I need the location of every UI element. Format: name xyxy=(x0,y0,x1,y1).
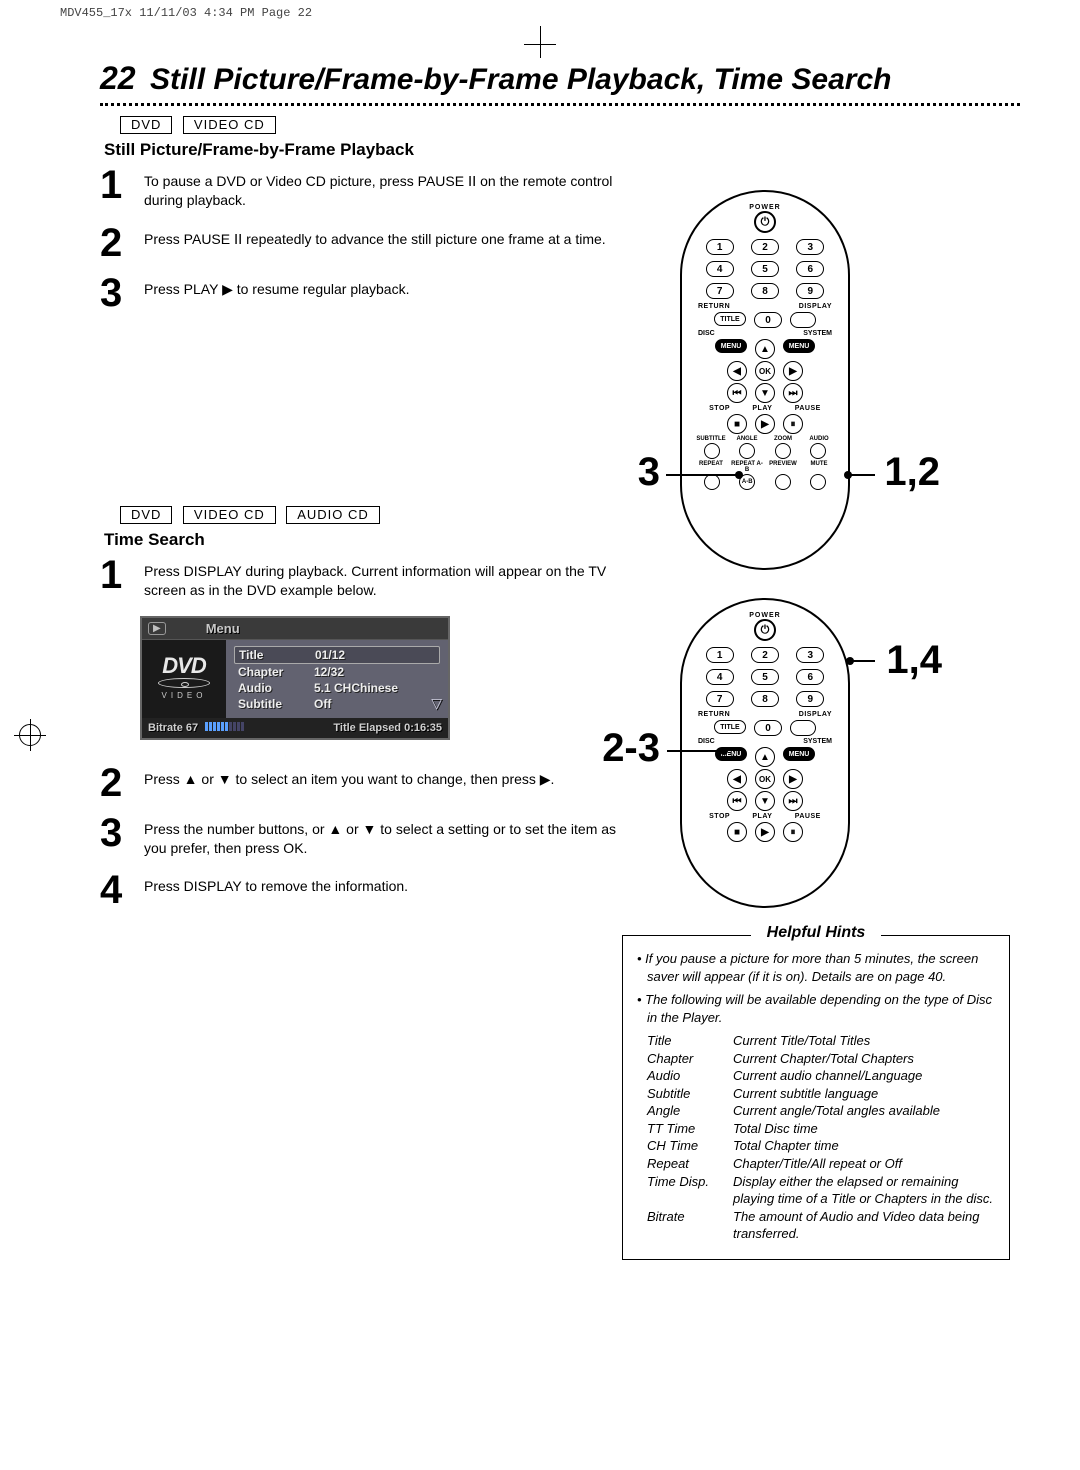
print-header: MDV455_17x 11/11/03 4:34 PM Page 22 xyxy=(0,0,1080,20)
step: 3 Press PLAY ▶ to resume regular playbac… xyxy=(100,276,640,310)
section1-title: Still Picture/Frame-by-Frame Playback xyxy=(104,140,640,160)
hints-table: TitleCurrent Title/Total Titles ChapterC… xyxy=(647,1032,995,1243)
step: 2 Press PAUSE ⅠⅠ repeatedly to advance t… xyxy=(100,226,640,260)
step-text: Press PLAY ▶ to resume regular playback. xyxy=(144,276,409,310)
step-number: 4 xyxy=(100,873,130,907)
badge-audio-cd: AUDIO CD xyxy=(286,506,380,524)
hints-title: Helpful Hints xyxy=(751,924,881,942)
leader-line xyxy=(667,750,727,752)
page-number: 22 xyxy=(100,60,136,97)
badge-video-cd: VIDEO CD xyxy=(183,506,276,524)
osd-elapsed: Title Elapsed 0:16:35 xyxy=(333,722,442,734)
section2-title: Time Search xyxy=(104,530,640,550)
osd-bitrate: Bitrate 67 xyxy=(148,722,245,734)
step-text: Press the number buttons, or ▲ or ▼ to s… xyxy=(144,816,640,858)
step: 2 Press ▲ or ▼ to select an item you wan… xyxy=(100,766,640,800)
step-text: To pause a DVD or Video CD picture, pres… xyxy=(144,168,640,210)
step: 3 Press the number buttons, or ▲ or ▼ to… xyxy=(100,816,640,858)
step: 4 Press DISPLAY to remove the informatio… xyxy=(100,873,640,907)
badge-video-cd: VIDEO CD xyxy=(183,116,276,134)
step-number: 3 xyxy=(100,276,130,310)
osd-row-title: Title01/12 xyxy=(234,646,440,664)
step-text: Press PAUSE ⅠⅠ repeatedly to advance the… xyxy=(144,226,606,260)
separator xyxy=(100,103,1020,106)
osd-menu-label: Menu xyxy=(206,621,240,636)
helpful-hints-box: Helpful Hints • If you pause a picture f… xyxy=(622,935,1010,1260)
step-number: 2 xyxy=(100,766,130,800)
remote-diagram-1: POWER ⏻ 123 456 789 RETURNDISPLAY TITLE0… xyxy=(680,190,850,570)
badge-dvd: DVD xyxy=(120,116,172,134)
badge-dvd: DVD xyxy=(120,506,172,524)
callout-3: 3 xyxy=(638,450,660,495)
page-title: Still Picture/Frame-by-Frame Playback, T… xyxy=(150,63,891,96)
step: 1 Press DISPLAY during playback. Current… xyxy=(100,558,640,600)
callout-1-4: 1,4 xyxy=(886,638,942,683)
step-number: 1 xyxy=(100,168,130,210)
leader-line xyxy=(847,660,875,662)
osd-menu: ▶ Menu DVD VIDEO Title01/12 Chapter12/32 xyxy=(140,616,450,740)
dvd-logo: DVD VIDEO xyxy=(142,640,226,718)
osd-row-audio: Audio5.1 CHChinese xyxy=(234,680,440,696)
play-icon: ▶ xyxy=(148,622,166,635)
display-button xyxy=(790,312,816,328)
media-badges: DVD VIDEO CD AUDIO CD xyxy=(120,506,640,524)
step: 1 To pause a DVD or Video CD picture, pr… xyxy=(100,168,640,210)
power-icon: ⏻ xyxy=(754,211,776,233)
osd-row-subtitle: SubtitleOff xyxy=(234,696,440,712)
hint-item: • If you pause a picture for more than 5… xyxy=(637,950,995,985)
chevron-down-icon: ▽ xyxy=(431,695,442,712)
callout-1-2: 1,2 xyxy=(884,450,940,495)
crop-mark xyxy=(19,724,41,746)
osd-row-chapter: Chapter12/32 xyxy=(234,664,440,680)
remote-diagram-2: POWER ⏻ 123 456 789 RETURNDISPLAY TITLE0… xyxy=(680,598,850,908)
hint-item: • The following will be available depend… xyxy=(637,991,995,1026)
step-text: Press DISPLAY to remove the information. xyxy=(144,873,408,907)
media-badges: DVD VIDEO CD xyxy=(120,116,640,134)
step-number: 1 xyxy=(100,558,130,600)
step-text: Press DISPLAY during playback. Current i… xyxy=(144,558,640,600)
step-number: 3 xyxy=(100,816,130,858)
leader-line xyxy=(666,474,742,476)
step-text: Press ▲ or ▼ to select an item you want … xyxy=(144,766,554,800)
crop-mark xyxy=(540,26,541,58)
crop-mark xyxy=(524,44,556,45)
step-number: 2 xyxy=(100,226,130,260)
callout-2-3: 2-3 xyxy=(602,726,660,771)
leader-line xyxy=(845,474,875,476)
bitrate-bar-icon xyxy=(205,722,245,734)
power-icon: ⏻ xyxy=(754,619,776,641)
